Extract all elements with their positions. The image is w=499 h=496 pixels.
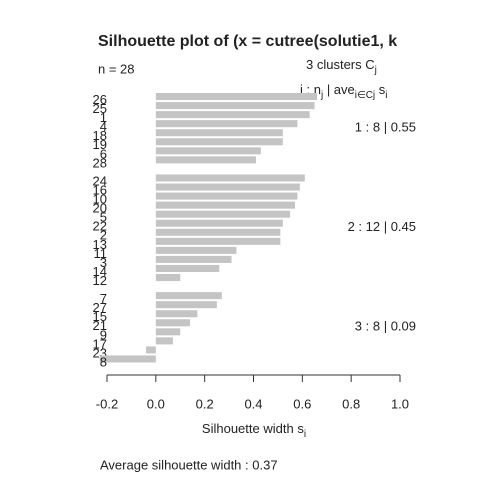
bar bbox=[155, 246, 237, 254]
x-tick-label: 1.0 bbox=[391, 396, 409, 411]
bar bbox=[155, 93, 317, 101]
obs-label: 11 bbox=[94, 246, 108, 261]
x-tick-label: -0.2 bbox=[96, 396, 118, 411]
bar bbox=[155, 129, 283, 137]
text-part: s bbox=[375, 82, 386, 97]
obs-label: 18 bbox=[93, 128, 107, 143]
x-tick-label: 0.0 bbox=[147, 396, 165, 411]
cluster-label: 2 : 12 | 0.45 bbox=[348, 219, 416, 234]
bar bbox=[155, 274, 181, 282]
bar bbox=[155, 319, 191, 327]
bar bbox=[155, 183, 300, 191]
text-part: i∈Cj bbox=[355, 90, 375, 101]
bar bbox=[155, 174, 305, 182]
x-tick-label: 0.4 bbox=[244, 396, 262, 411]
bar bbox=[155, 147, 261, 155]
obs-label: 25 bbox=[93, 101, 107, 116]
text-part: j bbox=[374, 65, 377, 76]
bar bbox=[155, 210, 291, 218]
obs-label: 3 bbox=[100, 255, 107, 270]
bar bbox=[155, 237, 281, 245]
obs-label: 13 bbox=[93, 237, 107, 252]
bar bbox=[155, 228, 281, 236]
obs-label: 8 bbox=[100, 354, 107, 369]
x-tick-label: 0.6 bbox=[293, 396, 311, 411]
bar bbox=[99, 355, 156, 363]
obs-label: 28 bbox=[93, 155, 107, 170]
bar bbox=[155, 120, 298, 128]
bar bbox=[155, 192, 298, 200]
obs-label: 15 bbox=[93, 309, 107, 324]
obs-label: 17 bbox=[93, 336, 107, 351]
bar bbox=[155, 138, 283, 146]
text-part: i bbox=[304, 429, 306, 440]
obs-label: 4 bbox=[100, 119, 107, 134]
obs-label: 16 bbox=[93, 182, 107, 197]
obs-label: 20 bbox=[93, 201, 107, 216]
bar bbox=[155, 219, 283, 227]
obs-label: 12 bbox=[93, 273, 107, 288]
obs-label: 22 bbox=[93, 219, 107, 234]
bar bbox=[155, 301, 217, 309]
text-part: Silhouette width s bbox=[202, 421, 304, 436]
bar bbox=[155, 264, 220, 272]
obs-label: 24 bbox=[93, 173, 107, 188]
obs-label: 2 bbox=[100, 228, 107, 243]
text-part: | ave bbox=[323, 82, 355, 97]
header: 3 clusters Cj bbox=[306, 57, 377, 75]
text-part: 3 clusters C bbox=[306, 57, 375, 72]
bar bbox=[155, 102, 315, 110]
subtitle: n = 28 bbox=[98, 61, 135, 76]
text-part: i bbox=[385, 90, 387, 101]
chart-title: Silhouette plot of (x = cutree(solutie1,… bbox=[98, 33, 397, 50]
obs-label: 6 bbox=[100, 146, 107, 161]
obs-label: 19 bbox=[93, 137, 107, 152]
bar bbox=[155, 156, 256, 164]
bar bbox=[155, 292, 222, 300]
bar bbox=[155, 255, 232, 263]
obs-label: 14 bbox=[93, 264, 107, 279]
obs-label: 21 bbox=[93, 318, 107, 333]
bar bbox=[155, 310, 198, 318]
obs-label: 27 bbox=[93, 300, 107, 315]
bar bbox=[146, 346, 156, 354]
bar bbox=[155, 201, 296, 209]
footer: Average silhouette width : 0.37 bbox=[100, 457, 278, 472]
cluster-label: 3 : 8 | 0.09 bbox=[355, 319, 416, 334]
obs-label: 26 bbox=[93, 92, 107, 107]
obs-label: 5 bbox=[100, 210, 107, 225]
obs-label: 9 bbox=[100, 327, 107, 342]
cluster-label: 1 : 8 | 0.55 bbox=[355, 120, 416, 135]
bar bbox=[155, 328, 181, 336]
text-part: j bbox=[320, 90, 323, 101]
bar bbox=[155, 111, 310, 119]
x-label: Silhouette width si bbox=[202, 421, 306, 439]
x-tick-label: 0.8 bbox=[342, 396, 360, 411]
obs-label: 7 bbox=[100, 291, 107, 306]
x-tick-label: 0.2 bbox=[196, 396, 214, 411]
bar bbox=[155, 337, 173, 345]
obs-label: 1 bbox=[100, 110, 107, 125]
obs-label: 10 bbox=[93, 192, 107, 207]
